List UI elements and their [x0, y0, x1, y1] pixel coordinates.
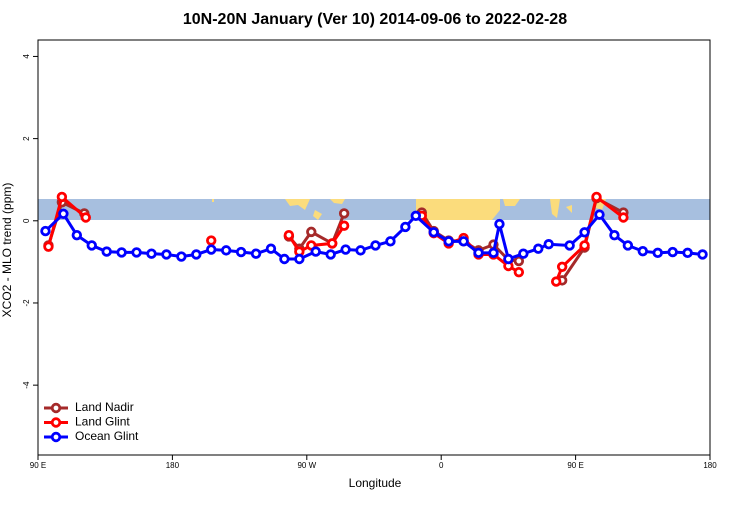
x-tick-label: 180 — [166, 461, 180, 470]
point — [579, 240, 590, 251]
point — [250, 248, 262, 259]
legend-label: Ocean Glint — [75, 429, 139, 443]
x-tick-label: 90 E — [567, 461, 583, 470]
point — [370, 240, 381, 251]
point — [71, 229, 83, 241]
point — [220, 245, 232, 256]
point — [265, 243, 277, 254]
point — [488, 247, 499, 259]
point — [458, 236, 469, 247]
point — [618, 212, 629, 223]
point — [206, 235, 217, 246]
legend-label: Land Glint — [75, 415, 130, 429]
x-tick-label: 90 W — [297, 461, 316, 470]
chart-title: 10N-20N January (Ver 10) 2014-09-06 to 2… — [183, 11, 567, 28]
point — [637, 245, 648, 257]
x-tick-label: 180 — [703, 461, 717, 470]
point — [564, 240, 575, 251]
point — [58, 208, 69, 220]
point — [340, 244, 351, 255]
point — [235, 246, 247, 258]
point — [609, 229, 620, 241]
point — [622, 240, 634, 251]
point — [306, 226, 317, 238]
point — [697, 249, 708, 260]
y-axis-label: XCO2 - MLO trend (ppm) — [0, 183, 14, 318]
y-tick-label: 0 — [22, 218, 31, 223]
point — [338, 220, 350, 231]
point — [116, 247, 127, 258]
point — [513, 255, 525, 267]
point — [400, 221, 411, 233]
point — [355, 245, 366, 256]
point — [543, 239, 554, 250]
point — [503, 253, 514, 265]
point — [283, 229, 295, 241]
point — [101, 246, 112, 257]
point — [325, 249, 336, 260]
point — [131, 247, 142, 258]
y-tick-label: 2 — [22, 136, 31, 141]
point — [206, 244, 217, 255]
point — [279, 253, 290, 265]
point — [533, 243, 544, 254]
legend-marker — [50, 417, 62, 428]
point — [410, 210, 422, 222]
point — [294, 253, 305, 265]
point — [146, 248, 157, 259]
point — [86, 240, 97, 251]
point — [594, 209, 605, 220]
y-tick-label: -2 — [22, 299, 31, 307]
legend-marker — [50, 431, 62, 443]
x-tick-label: 0 — [439, 461, 444, 470]
point — [176, 251, 187, 262]
series-line — [44, 211, 703, 261]
point — [385, 236, 396, 247]
point — [550, 276, 562, 287]
legend-label: Land Nadir — [75, 400, 134, 414]
point — [513, 266, 525, 278]
point — [591, 191, 602, 203]
x-tick-label: 90 E — [30, 461, 46, 470]
point — [518, 248, 529, 259]
point — [443, 236, 454, 247]
point — [56, 191, 68, 203]
point — [40, 225, 51, 237]
point — [191, 249, 202, 260]
point — [473, 247, 484, 259]
point — [652, 247, 663, 259]
y-tick-label: 4 — [22, 54, 31, 59]
y-tick-label: -4 — [22, 381, 31, 389]
point — [579, 227, 590, 238]
point — [667, 246, 678, 258]
point — [326, 238, 338, 249]
legend-marker — [50, 402, 62, 414]
point — [43, 241, 54, 252]
point — [556, 261, 568, 273]
point — [682, 247, 693, 259]
point — [428, 227, 439, 238]
x-axis-label: Longitude — [349, 476, 402, 490]
point — [161, 249, 172, 260]
point — [494, 218, 505, 230]
plot-frame — [37, 39, 711, 456]
point — [80, 212, 91, 223]
map-strip — [38, 199, 710, 220]
point — [338, 208, 350, 219]
point — [310, 246, 321, 257]
